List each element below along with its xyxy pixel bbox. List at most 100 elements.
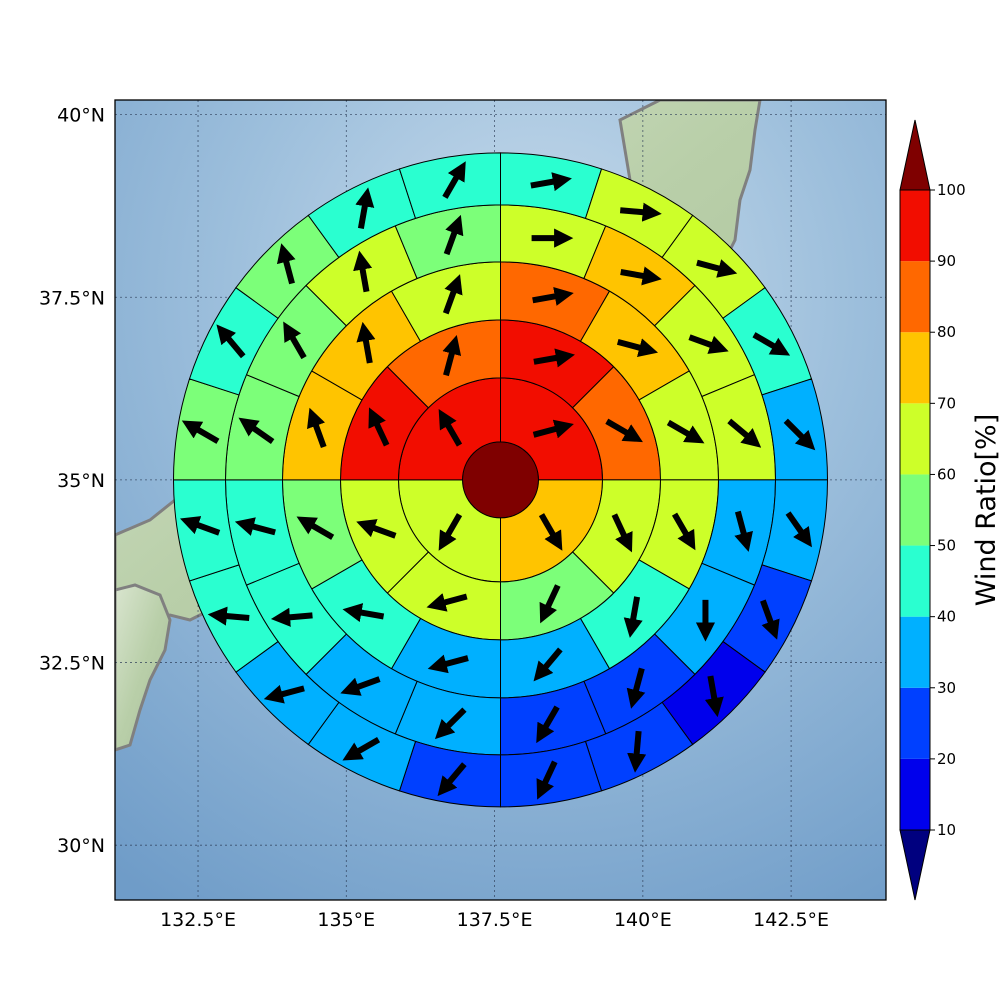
- wind-arrow: [616, 338, 659, 357]
- land-kyushu: [115, 583, 172, 752]
- map-area: [114, 99, 887, 901]
- wind-arrow: [181, 420, 220, 444]
- wind-arrow: [734, 510, 753, 552]
- colorbar-tick-label: 30: [937, 679, 956, 697]
- wind-arrow: [207, 606, 250, 626]
- colorbar-bin: [900, 474, 930, 546]
- wind-arrow: [270, 607, 313, 627]
- colorbar-tick-label: 70: [937, 394, 956, 412]
- y-tick-label: 32.5°N: [39, 653, 105, 675]
- wind-arrow: [427, 654, 469, 674]
- colorbar-bin: [900, 758, 930, 830]
- wind-arrow: [263, 684, 305, 704]
- wind-arrow: [785, 511, 812, 548]
- x-axis-ticks: 132.5°E 135°E 137.5°E 140°E 142.5°E: [160, 909, 829, 931]
- colorbar-bin: [900, 332, 930, 404]
- wind-arrow: [442, 274, 463, 315]
- wind-arrow: [620, 266, 662, 286]
- colorbar: 10 20 30 40 50 60 70 80 90 100: [899, 119, 966, 901]
- map-frame: [114, 99, 887, 901]
- wind-arrow: [234, 517, 276, 536]
- y-tick-label: 35°N: [57, 470, 105, 492]
- wind-arrow: [688, 334, 729, 354]
- wind-arrow: [442, 335, 462, 377]
- colorbar-tick-label: 20: [937, 750, 956, 768]
- wind-arrow: [340, 676, 381, 696]
- colorbar-frame: [899, 189, 931, 831]
- wind-arrow: [696, 259, 738, 278]
- x-tick-label: 140°E: [614, 909, 672, 931]
- y-axis-ticks: 30°N 32.5°N 35°N 37.5°N 40°N: [39, 105, 105, 858]
- colorbar-tick-label: 80: [937, 323, 956, 341]
- wind-arrow: [727, 418, 762, 448]
- wind-arrow: [532, 419, 574, 439]
- y-tick-label: 30°N: [57, 835, 105, 857]
- wind-arrow: [532, 286, 574, 306]
- colorbar-bin: [900, 190, 930, 262]
- wind-arrow: [276, 243, 296, 285]
- wind-arrow: [355, 187, 375, 229]
- wind-arrow: [611, 513, 633, 553]
- wind-arrow: [619, 202, 662, 222]
- wind-arrow: [671, 512, 696, 551]
- wind-ratio-sectors: [172, 152, 829, 808]
- wind-direction-arrows: [179, 161, 816, 800]
- wind-arrow: [443, 214, 464, 256]
- colorbar-bin: [900, 403, 930, 475]
- colorbar-bin: [900, 261, 930, 333]
- wind-arrow: [605, 418, 643, 443]
- wind-arrow: [342, 737, 381, 761]
- wind-arrow: [238, 417, 275, 445]
- wind-arrow: [530, 172, 572, 192]
- wind-arrow: [342, 603, 385, 623]
- wind-arrow: [356, 321, 376, 364]
- wind-arrow: [307, 407, 327, 448]
- x-tick-label: 132.5°E: [160, 909, 236, 931]
- colorbar-tick-label: 100: [937, 181, 966, 199]
- y-tick-label: 40°N: [57, 105, 105, 127]
- x-tick-label: 142.5°E: [753, 909, 829, 931]
- y-tick-label: 37.5°N: [39, 287, 105, 309]
- wind-arrow: [356, 519, 397, 539]
- colorbar-bin: [900, 616, 930, 688]
- wind-arrow: [626, 667, 646, 709]
- wind-arrow: [442, 161, 466, 199]
- wind-arrow: [353, 250, 373, 293]
- wind-arrow: [704, 675, 724, 718]
- wind-arrow: [438, 513, 463, 551]
- colorbar-tick-label: 40: [937, 608, 956, 626]
- wind-arrow: [296, 516, 335, 540]
- wind-arrow: [539, 584, 561, 624]
- wind-arrow: [783, 418, 816, 451]
- wind-arrow: [438, 409, 463, 447]
- wind-arrow: [437, 762, 467, 797]
- colorbar-tick-label: 60: [937, 465, 956, 483]
- wind-arrow: [536, 760, 558, 800]
- x-tick-label: 137.5°E: [457, 909, 533, 931]
- wind-arrow: [216, 324, 246, 359]
- wind-arrow: [533, 348, 575, 368]
- wind-arrow: [666, 419, 705, 444]
- wind-arrow: [536, 705, 560, 744]
- wind-arrow: [623, 596, 643, 638]
- colorbar-over-arrow: [899, 119, 931, 191]
- colorbar-bin: [900, 545, 930, 617]
- wind-arrow: [283, 321, 307, 360]
- colorbar-under-arrow: [899, 829, 931, 901]
- x-tick-label: 135°E: [317, 909, 375, 931]
- colorbar-tick-label: 90: [937, 252, 956, 270]
- wind-arrow: [533, 647, 563, 682]
- wind-arrow: [627, 730, 647, 773]
- wind-arrow: [752, 332, 791, 356]
- colorbar-tick-label: 50: [937, 537, 956, 555]
- colorbar-bin: [900, 687, 930, 759]
- wind-arrow: [426, 593, 468, 612]
- colorbar-label: Wind Ratio[%]: [971, 414, 1000, 606]
- wind-arrow: [179, 516, 221, 536]
- colorbar-tick-label: 10: [937, 821, 956, 839]
- wind-arrow: [538, 513, 563, 551]
- wind-arrow: [434, 707, 467, 740]
- wind-arrow: [368, 407, 390, 447]
- wind-arrow: [760, 599, 780, 640]
